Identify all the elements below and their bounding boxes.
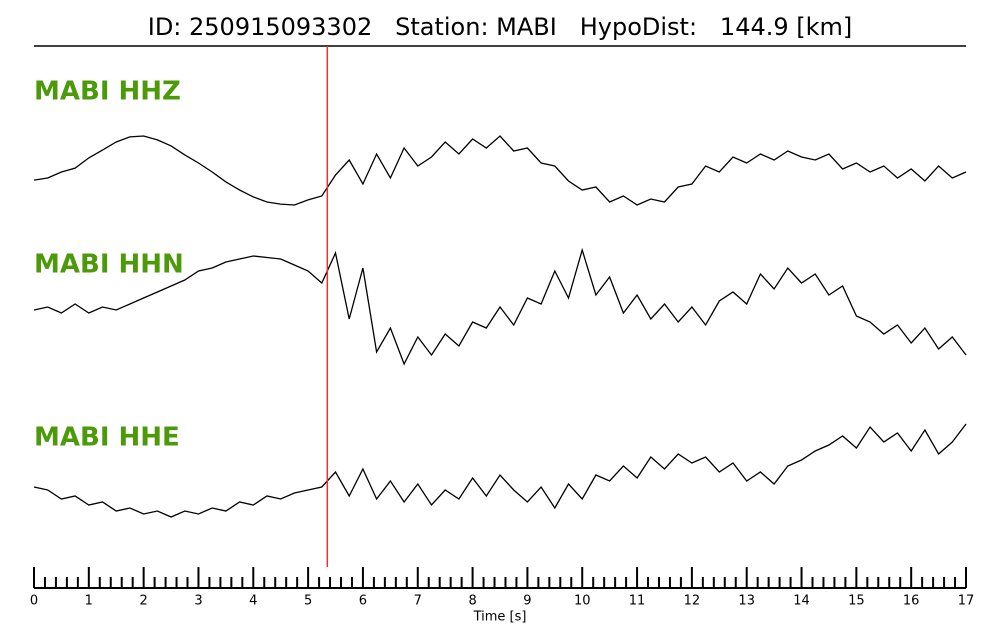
chart-title: ID: 250915093302 Station: MABI HypoDist:… bbox=[148, 13, 853, 41]
x-axis-label: Time [s] bbox=[473, 610, 527, 625]
x-tick-label: 1 bbox=[85, 594, 93, 609]
x-tick-label: 13 bbox=[738, 594, 755, 609]
x-tick-label: 0 bbox=[30, 594, 38, 609]
trace-label: MABI HHE bbox=[34, 423, 180, 453]
x-tick-label: 9 bbox=[523, 594, 531, 609]
x-tick-label: 12 bbox=[684, 594, 701, 609]
x-tick-label: 4 bbox=[249, 594, 257, 609]
x-tick-label: 10 bbox=[574, 594, 591, 609]
x-tick-label: 2 bbox=[140, 594, 148, 609]
x-tick-label: 3 bbox=[194, 594, 202, 609]
x-tick-label: 15 bbox=[848, 594, 865, 609]
x-tick-label: 16 bbox=[903, 594, 920, 609]
x-tick-label: 7 bbox=[414, 594, 422, 609]
x-tick-label: 11 bbox=[629, 594, 646, 609]
x-tick-label: 8 bbox=[468, 594, 476, 609]
trace-label: MABI HHZ bbox=[34, 77, 181, 107]
x-tick-label: 17 bbox=[958, 594, 975, 609]
x-tick-label: 6 bbox=[359, 594, 367, 609]
x-tick-label: 14 bbox=[793, 594, 810, 609]
trace-label: MABI HHN bbox=[34, 250, 184, 280]
x-tick-label: 5 bbox=[304, 594, 312, 609]
waveform bbox=[33, 135, 967, 206]
waveform bbox=[33, 247, 967, 366]
waveform bbox=[33, 423, 967, 518]
